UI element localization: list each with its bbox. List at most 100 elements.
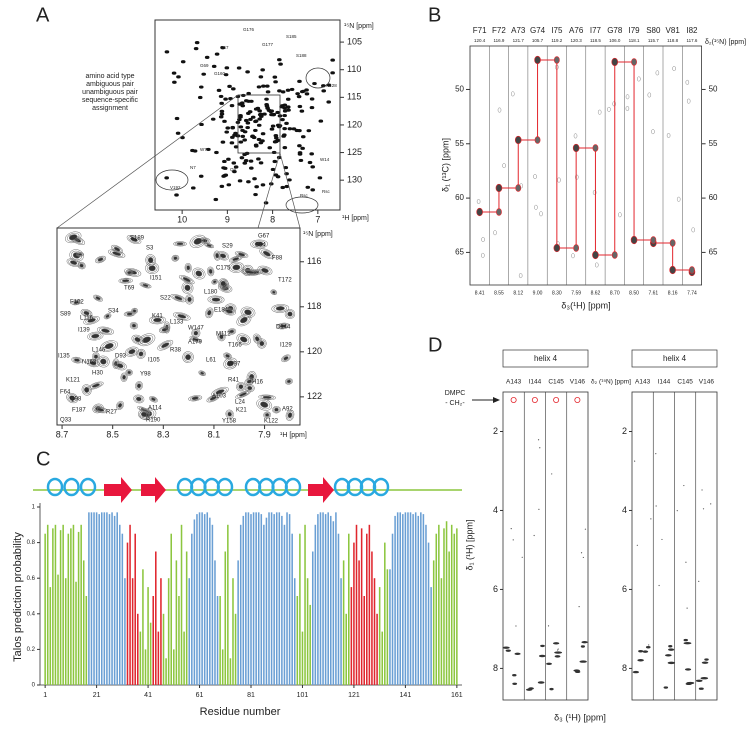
peak-label: S3 <box>146 246 154 252</box>
x-tick-label: 161 <box>451 692 463 699</box>
axis-title: ¹⁵N [ppm] <box>303 231 333 238</box>
bar <box>221 649 224 685</box>
peak <box>528 687 534 690</box>
peak <box>549 687 554 691</box>
contour <box>193 330 199 336</box>
peak-label: V192 <box>170 185 181 190</box>
peak <box>180 60 186 64</box>
y-tick-label: 0 <box>32 683 36 689</box>
peak-contour <box>223 352 232 360</box>
peak-label: Rsc <box>322 189 330 194</box>
contour <box>174 295 183 301</box>
bar <box>245 512 247 685</box>
peak <box>317 176 323 180</box>
noise-peak <box>701 489 703 491</box>
bar <box>75 581 77 685</box>
contour <box>211 297 221 302</box>
peak-contour <box>83 316 100 325</box>
contour <box>198 370 206 377</box>
peak <box>502 646 510 649</box>
peak <box>260 139 265 143</box>
noise-peak <box>647 92 652 98</box>
helix-icon <box>203 477 220 497</box>
y-tick-label: 0.6 <box>27 576 36 582</box>
peak <box>214 150 219 155</box>
contour <box>250 239 268 249</box>
contour <box>204 242 215 249</box>
noise-peak <box>691 227 695 233</box>
bar <box>67 533 70 685</box>
bar <box>193 519 196 685</box>
contour <box>69 395 76 401</box>
peak-contour <box>80 308 93 318</box>
contour <box>185 354 192 361</box>
y-tick-label: 120 <box>347 119 362 129</box>
contour <box>230 256 241 262</box>
peak-contour <box>149 396 158 403</box>
noise-peak <box>658 584 660 587</box>
bar <box>121 533 124 685</box>
contour <box>151 316 164 324</box>
peak-label: L116 <box>80 316 94 322</box>
peak <box>285 105 291 109</box>
contour <box>173 241 187 247</box>
peak <box>175 131 181 135</box>
contour <box>228 329 236 334</box>
peak-label: R190 <box>146 418 161 424</box>
contour <box>128 349 136 355</box>
peak <box>553 642 560 645</box>
helix-icon <box>372 477 390 497</box>
contour <box>68 259 79 266</box>
peak <box>245 121 251 125</box>
peak-label: C175 <box>216 266 231 272</box>
helix-icon <box>271 477 288 497</box>
contour <box>259 248 275 259</box>
contour <box>207 310 212 316</box>
peak <box>684 668 692 671</box>
contour <box>133 394 145 404</box>
axis-title: δ₁ (¹H) [ppm] <box>464 519 474 570</box>
contour <box>134 395 144 403</box>
noise-peak <box>551 473 553 475</box>
contour <box>172 294 185 302</box>
peak-contour <box>149 315 166 325</box>
contour <box>189 336 202 343</box>
peak <box>211 64 217 68</box>
peak <box>254 185 259 189</box>
contour <box>135 396 142 402</box>
bar <box>165 658 167 685</box>
peak <box>164 176 169 180</box>
peak-contour <box>93 294 103 302</box>
peak <box>512 682 518 685</box>
noise-peak <box>476 199 481 204</box>
n15-shift: 119.2 <box>551 38 562 43</box>
contour <box>131 307 138 314</box>
peak-contour <box>100 340 118 352</box>
residue-label: G74 <box>530 26 546 35</box>
bar <box>409 512 412 685</box>
panel-label: D <box>428 334 442 356</box>
peak <box>248 159 254 163</box>
contour <box>121 279 130 283</box>
peak <box>264 97 269 101</box>
contour <box>284 309 296 319</box>
contour <box>93 294 103 302</box>
helix-icon <box>284 477 302 497</box>
peak-label: S89 <box>60 312 71 318</box>
noise-peak <box>685 561 687 563</box>
helix-icon <box>79 477 97 497</box>
peak-label: S22 <box>160 296 171 302</box>
noise-peak <box>534 204 538 210</box>
contour <box>238 384 244 390</box>
peak <box>270 167 276 172</box>
axis-title: ¹⁵N [ppm] <box>344 23 374 30</box>
peak <box>225 126 231 130</box>
residue-label: I144 <box>529 379 542 386</box>
x-tick-label: 8.3 <box>157 429 170 439</box>
x-tick-label: 9 <box>225 214 230 224</box>
bar <box>438 524 440 685</box>
contour <box>75 252 85 257</box>
peak <box>273 80 278 84</box>
n15-shift: 115.7 <box>648 38 659 43</box>
contour <box>225 309 233 314</box>
